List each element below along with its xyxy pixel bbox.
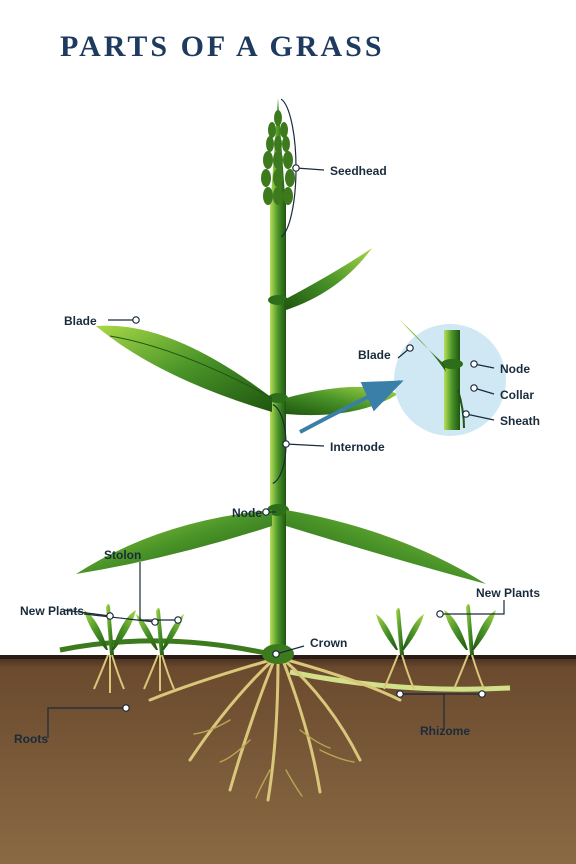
diagram-canvas: [0, 0, 576, 864]
label-node-r: Node: [500, 362, 530, 376]
label-node: Node: [232, 506, 262, 520]
label-seedhead: Seedhead: [330, 164, 387, 178]
label-crown: Crown: [310, 636, 347, 650]
label-blade-r: Blade: [358, 348, 391, 362]
label-stolon: Stolon: [104, 548, 141, 562]
label-blade-l: Blade: [64, 314, 97, 328]
label-sheath: Sheath: [500, 414, 540, 428]
main-stem: [270, 200, 286, 656]
label-collar: Collar: [500, 388, 534, 402]
label-internode: Internode: [330, 440, 385, 454]
label-rhizome: Rhizome: [420, 724, 470, 738]
label-newplants-r: New Plants: [476, 586, 540, 600]
leaf-low-right: [286, 510, 486, 584]
leaf-top-right: [284, 248, 372, 310]
label-roots: Roots: [14, 732, 48, 746]
label-newplants-l: New Plants: [20, 604, 84, 618]
soil: [0, 655, 576, 864]
